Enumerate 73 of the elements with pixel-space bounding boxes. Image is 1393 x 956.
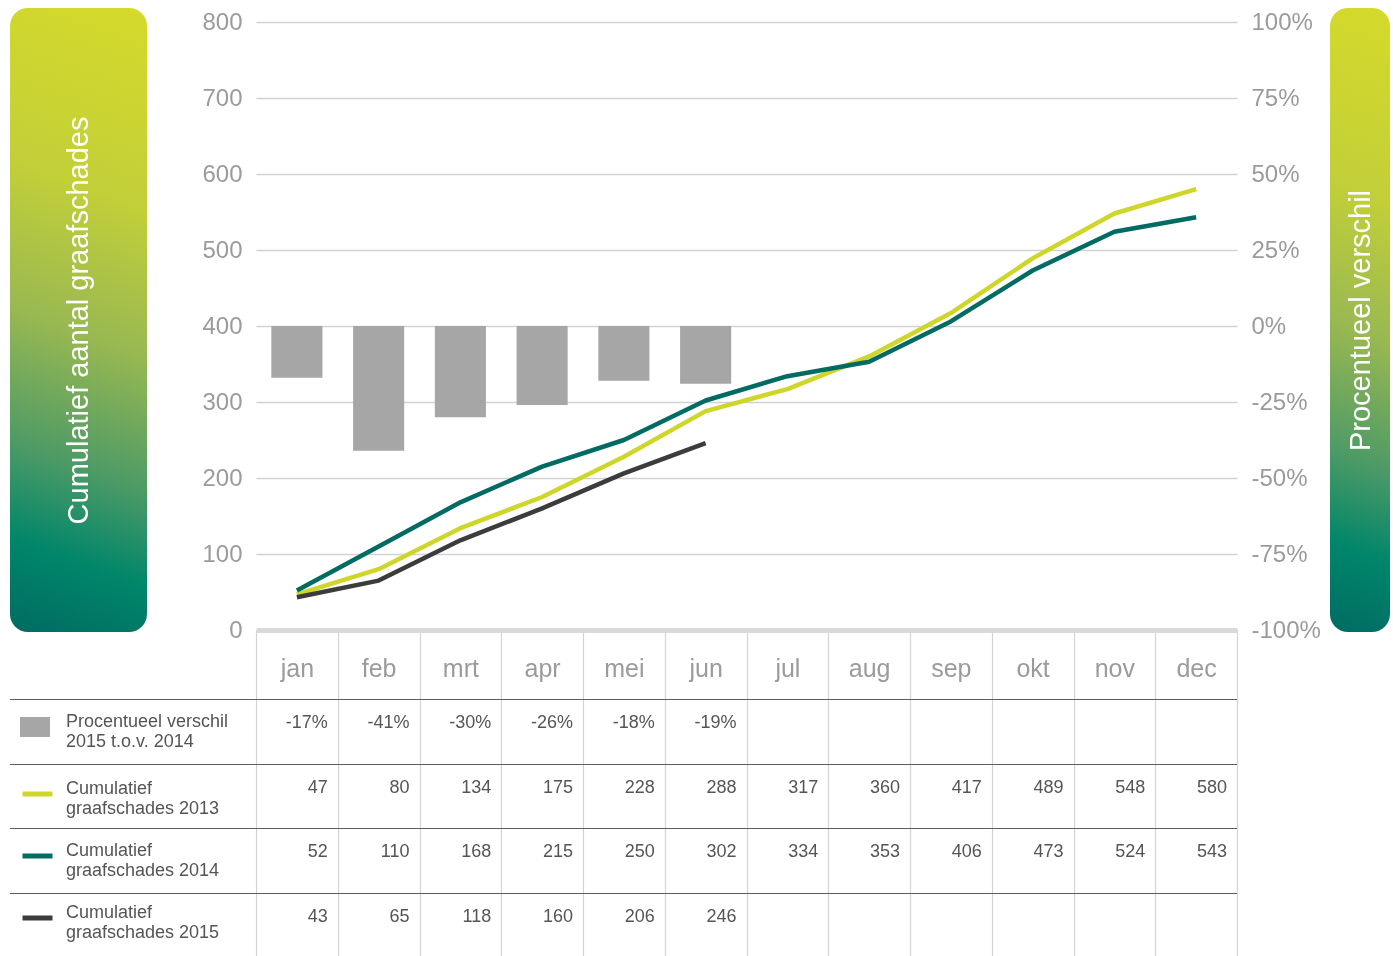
data-label: 288 <box>706 776 737 797</box>
data-label: 160 <box>542 905 573 926</box>
y2-tick-label: 0% <box>1251 311 1287 339</box>
y-tick-label: 800 <box>202 7 243 35</box>
data-label: -18% <box>612 712 655 732</box>
x-tick-label: okt <box>1016 653 1050 682</box>
data-label: 524 <box>1115 841 1146 861</box>
x-tick-label: nov <box>1094 653 1136 682</box>
data-label: 168 <box>461 841 492 861</box>
data-label: 175 <box>542 776 573 797</box>
y2-tick-label: 75% <box>1251 83 1300 111</box>
line-series <box>294 440 708 600</box>
x-tick-label: mei <box>604 653 645 682</box>
y-tick-label: 400 <box>202 311 243 339</box>
y2-axis-title: Procentueel verschil <box>1343 189 1376 452</box>
data-label: -17% <box>285 712 328 732</box>
data-label: 110 <box>380 841 410 861</box>
x-tick-label: sep <box>931 653 972 682</box>
data-label: 228 <box>624 776 655 797</box>
data-label: -19% <box>694 712 737 732</box>
data-label: 65 <box>389 905 410 926</box>
data-label: -41% <box>367 712 410 732</box>
legend-label: Cumulatief graafschades 2013 <box>66 778 220 818</box>
x-tick-label: apr <box>524 653 561 682</box>
x-tick-label: mrt <box>442 653 479 682</box>
legend-label: Cumulatief graafschades 2014 <box>66 840 220 880</box>
data-label: 206 <box>624 905 655 926</box>
legend-label: Cumulatief graafschades 2015 <box>66 902 220 942</box>
data-label: 52 <box>307 841 328 861</box>
y-tick-label: 300 <box>202 387 243 415</box>
y2-tick-label: -25% <box>1251 387 1308 415</box>
y-tick-label: 0 <box>229 615 243 643</box>
y-tick-label: 100 <box>202 539 243 567</box>
y2-tick-label: 50% <box>1251 159 1300 187</box>
data-label: 353 <box>869 841 900 861</box>
x-tick-label: dec <box>1176 653 1217 682</box>
data-label: 406 <box>951 841 982 861</box>
y2-tick-label: -50% <box>1251 463 1308 491</box>
data-label: 246 <box>706 905 737 926</box>
y-axis-title: Cumulatief aantal graafschades <box>62 116 94 525</box>
data-label: 47 <box>307 776 328 797</box>
data-label: 43 <box>307 905 328 926</box>
y2-tick-label: 25% <box>1251 235 1300 263</box>
data-label: 580 <box>1196 776 1227 797</box>
x-tick-label: jun <box>688 653 723 682</box>
y-tick-label: 700 <box>202 83 243 111</box>
y-tick-label: 600 <box>202 159 243 187</box>
data-label: 543 <box>1196 841 1227 861</box>
data-label: 489 <box>1033 776 1064 797</box>
data-label: -30% <box>449 712 492 732</box>
data-label: -26% <box>530 712 573 732</box>
y-tick-label: 200 <box>202 463 243 491</box>
x-tick-label: aug <box>848 653 891 682</box>
y-tick-label: 500 <box>202 235 243 263</box>
y2-tick-label: -75% <box>1251 539 1308 567</box>
y2-tick-label: 100% <box>1251 7 1313 35</box>
x-tick-label: feb <box>361 653 397 682</box>
data-label: 317 <box>788 776 819 797</box>
data-label: 473 <box>1033 841 1064 861</box>
data-label: 118 <box>462 905 492 926</box>
data-label: 548 <box>1115 776 1146 797</box>
y2-tick-label: -100% <box>1251 615 1321 643</box>
data-label: 250 <box>624 841 655 861</box>
data-label: 417 <box>951 776 982 797</box>
data-label: 360 <box>869 776 900 797</box>
data-label: 80 <box>389 776 410 797</box>
legend-label: Procentueel verschil 2015 t.o.v. 2014 <box>66 711 229 751</box>
data-label: 302 <box>706 841 737 861</box>
data-label: 215 <box>542 841 573 861</box>
x-tick-label: jul <box>774 653 801 682</box>
x-tick-label: jan <box>279 653 315 682</box>
data-label: 334 <box>788 841 819 861</box>
data-label: 134 <box>461 776 492 797</box>
